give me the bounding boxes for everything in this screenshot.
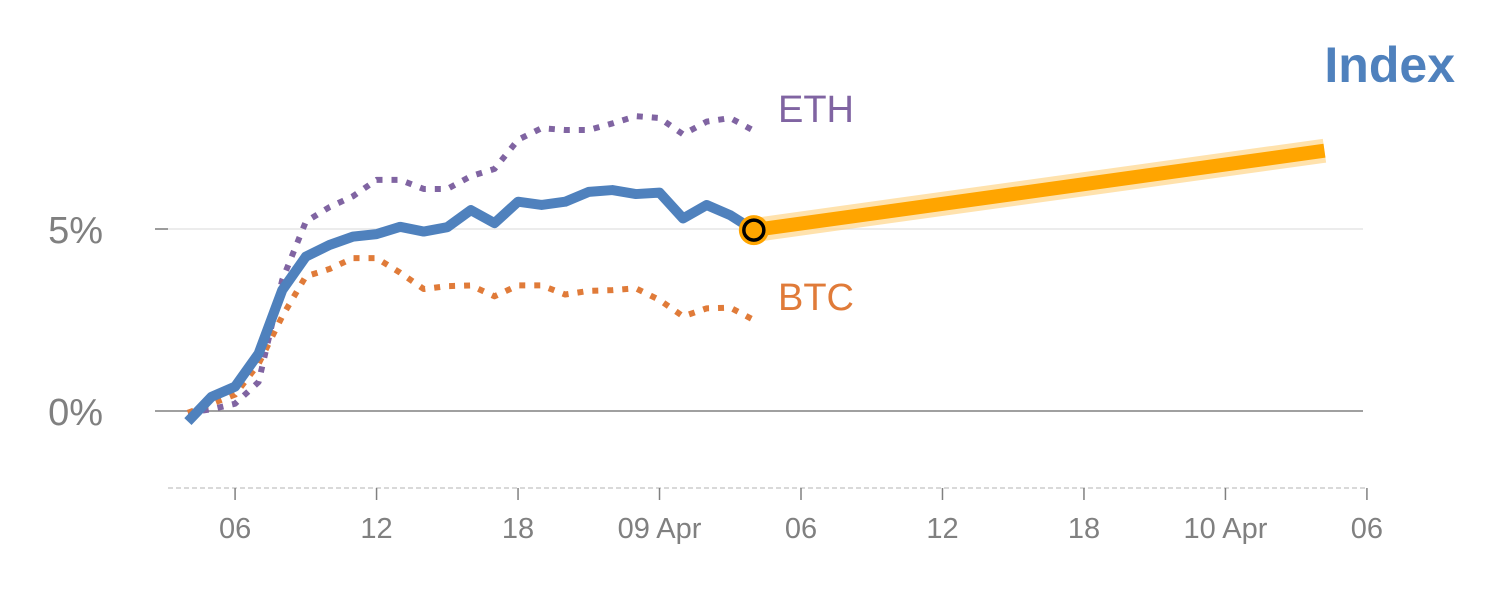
series-line-eth [187, 113, 756, 416]
series-labels: ETH BTC [778, 89, 854, 319]
x-tick-label: 12 [926, 513, 958, 545]
chart-title: Index [1324, 37, 1455, 93]
y-tick-label: 5% [48, 210, 103, 252]
x-tick-label: 06 [1351, 513, 1383, 545]
y-axis: 0% 5% [48, 210, 103, 434]
y-tick-label: 0% [48, 392, 103, 434]
x-tick-label: 09 Apr [618, 513, 702, 545]
projection-line [752, 143, 1326, 238]
series-label-eth: ETH [778, 89, 854, 131]
series-label-btc: BTC [778, 277, 854, 319]
series [184, 113, 1327, 426]
x-tick-label: 18 [1068, 513, 1100, 545]
x-tick-label: 10 Apr [1184, 513, 1268, 545]
current-value-marker-inner [742, 218, 766, 242]
series-line-index [184, 185, 757, 426]
x-tick-label: 18 [502, 513, 534, 545]
grid [155, 228, 1365, 489]
x-axis: 06 12 18 09 Apr 06 12 18 10 Apr 06 [219, 488, 1383, 545]
x-tick-label: 12 [360, 513, 392, 545]
x-tick-label: 06 [219, 513, 251, 545]
x-tick-label: 06 [785, 513, 817, 545]
series-line-btc [186, 255, 756, 416]
